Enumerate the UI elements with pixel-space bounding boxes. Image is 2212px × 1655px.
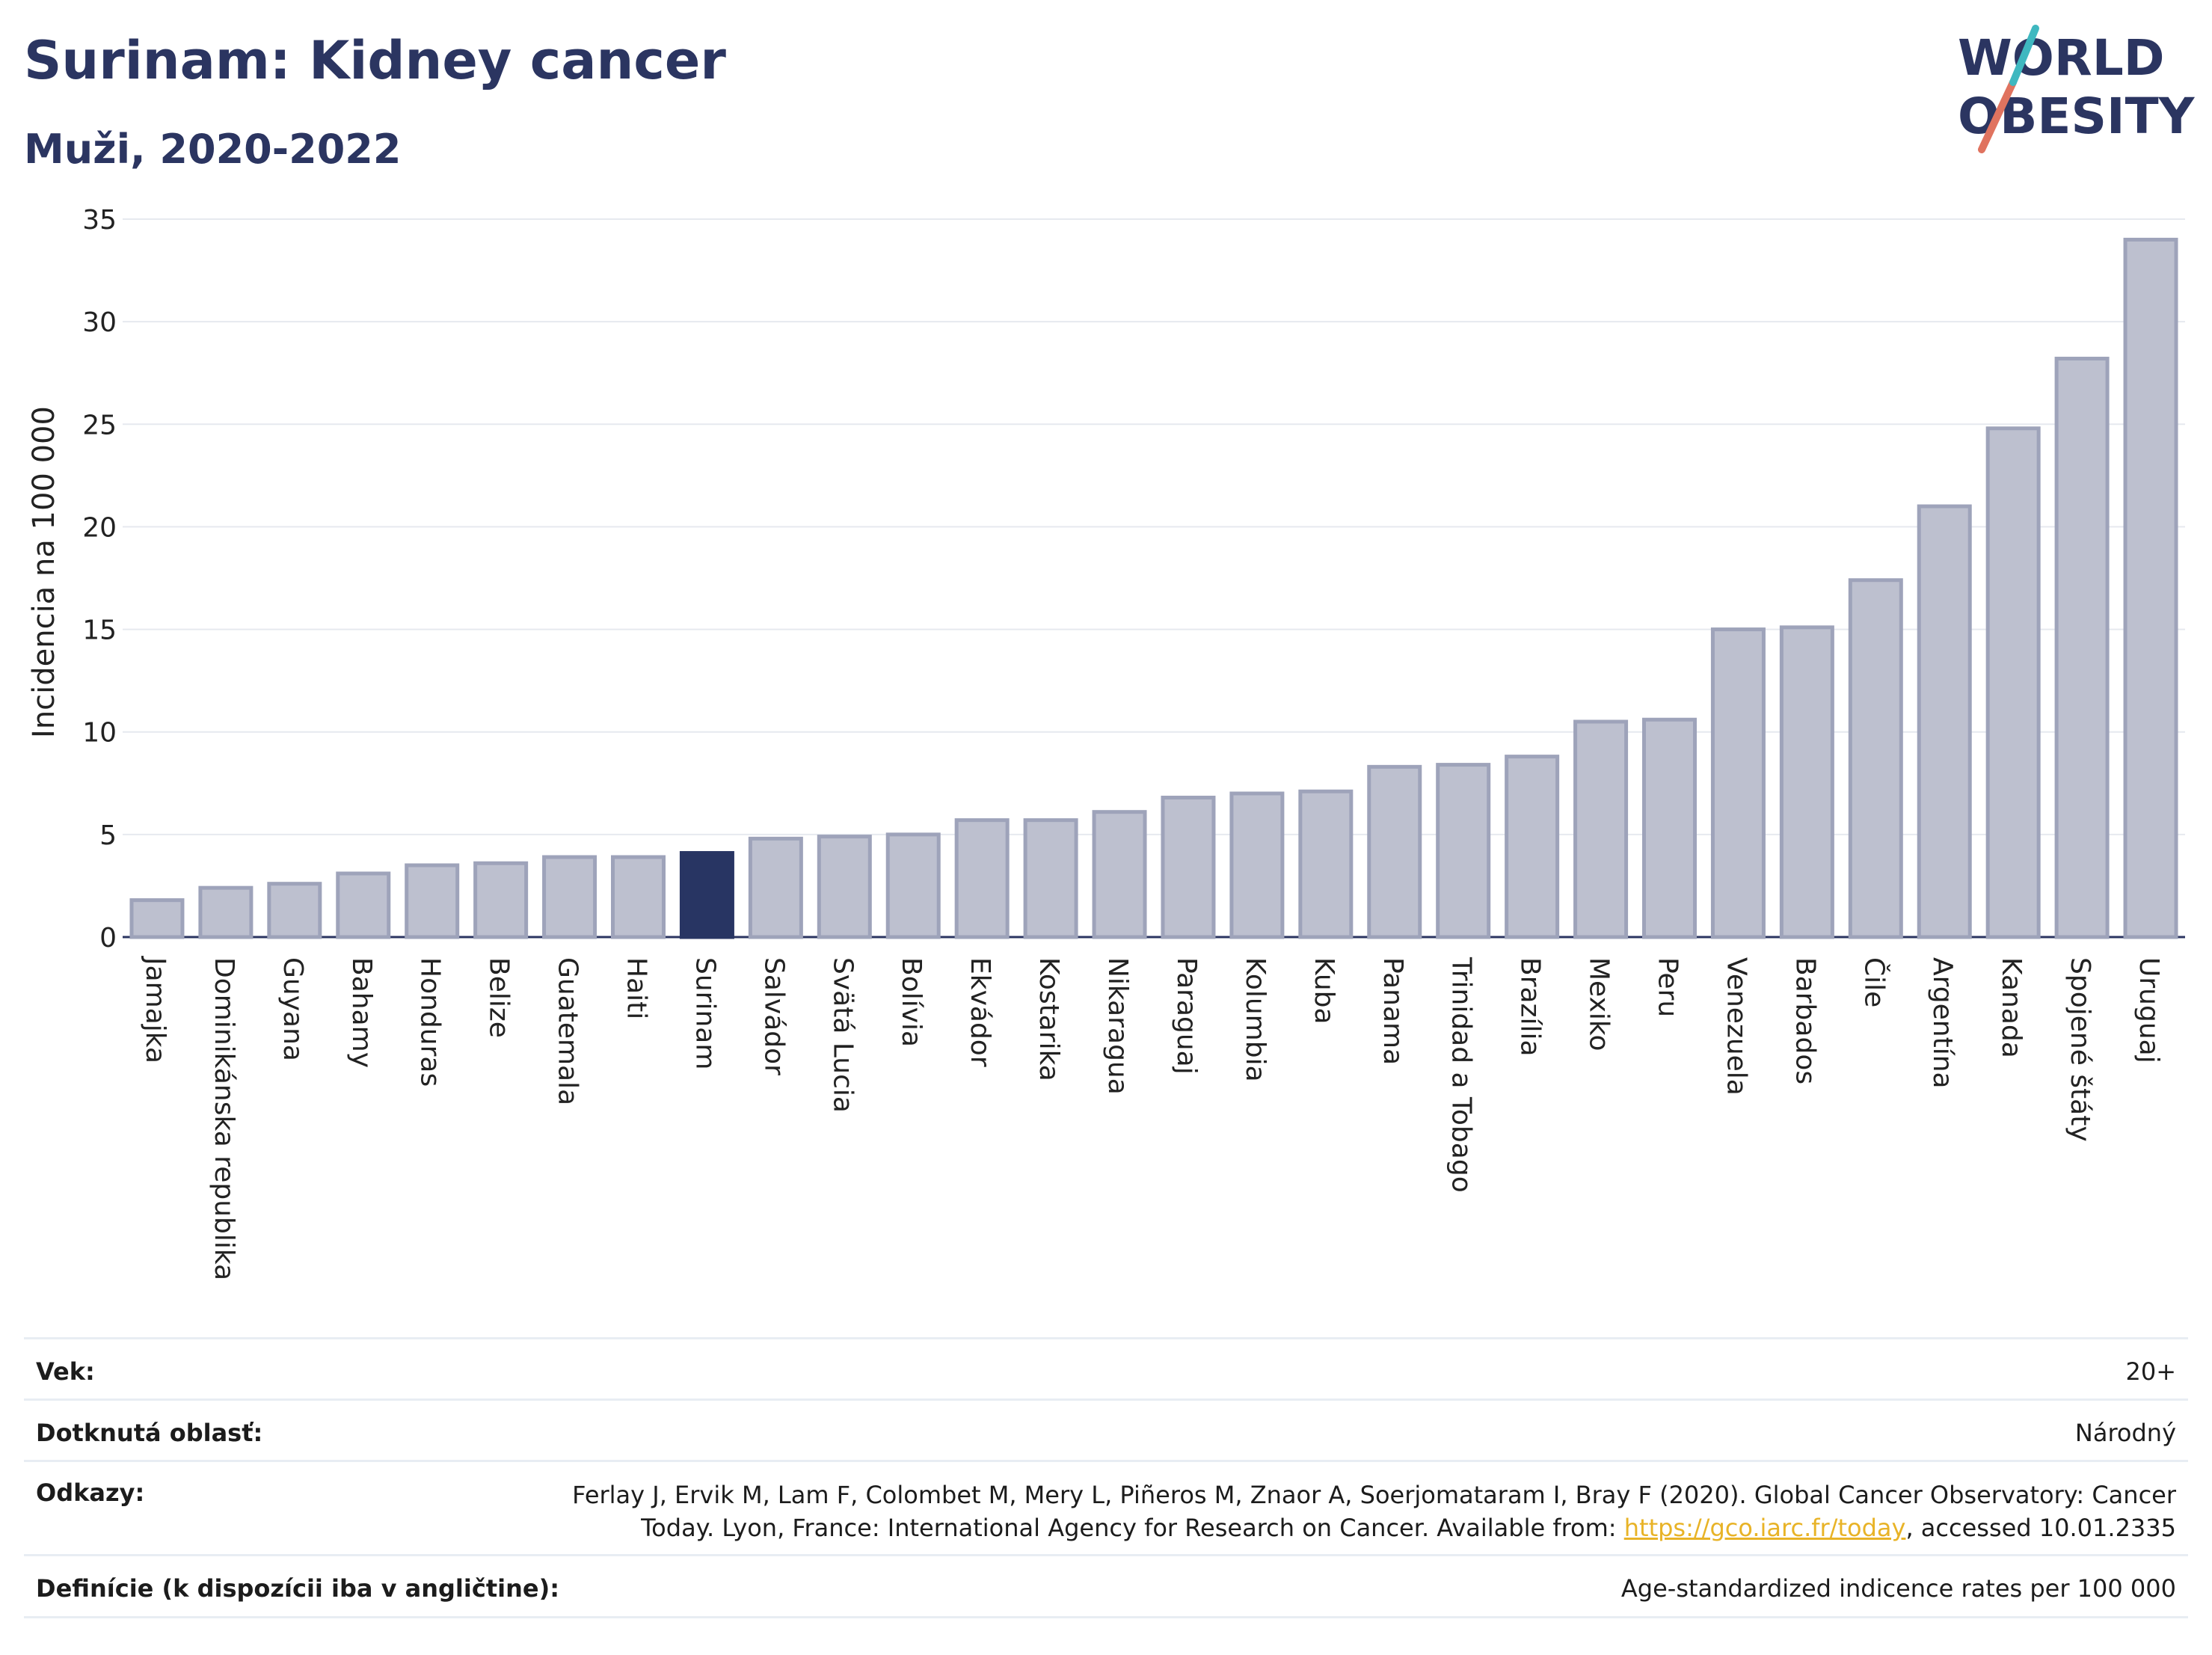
x-tick-label: Kostarika bbox=[1033, 957, 1064, 1081]
area-label: Dotknutá oblasť: bbox=[36, 1419, 263, 1447]
x-tick-label: Peru bbox=[1653, 957, 1683, 1017]
x-tick-label: Argentína bbox=[1927, 957, 1958, 1089]
gco-link[interactable]: https://gco.iarc.fr/today bbox=[1623, 1514, 1906, 1542]
age-label: Vek: bbox=[36, 1357, 95, 1386]
x-tick-label: Trinidad a Tobago bbox=[1446, 957, 1477, 1193]
bar bbox=[267, 882, 322, 939]
bar bbox=[1573, 719, 1629, 939]
bar bbox=[679, 851, 734, 939]
x-tick-label: Bahamy bbox=[346, 957, 377, 1068]
y-tick-label: 20 bbox=[82, 512, 117, 543]
y-tick-label: 30 bbox=[82, 307, 117, 338]
age-value: 20+ bbox=[2125, 1357, 2176, 1386]
references-line-1: Ferlay J, Ervik M, Lam F, Colombet M, Me… bbox=[572, 1481, 2176, 1509]
x-tick-label: Uruguaj bbox=[2133, 957, 2164, 1063]
meta-row-definitions: Definície (k dispozícii iba v angličtine… bbox=[24, 1554, 2188, 1618]
x-tick-label: Ekvádor bbox=[965, 957, 995, 1067]
x-tick-label: Dominikánska republika bbox=[209, 957, 239, 1280]
bar bbox=[1229, 791, 1285, 939]
y-tick-label: 25 bbox=[82, 410, 117, 440]
references-line-2: Today. Lyon, France: International Agenc… bbox=[572, 1511, 2176, 1544]
bar bbox=[611, 855, 666, 939]
bar bbox=[1367, 764, 1422, 939]
bar bbox=[1436, 763, 1491, 939]
y-tick-label: 15 bbox=[82, 615, 117, 646]
x-tick-label: Svätá Lucia bbox=[827, 957, 858, 1113]
y-tick-label: 0 bbox=[99, 923, 117, 954]
bar bbox=[1505, 755, 1560, 939]
references-line-2-suffix: , accessed 10.01.2335 bbox=[1905, 1514, 2176, 1542]
bar bbox=[1848, 578, 1903, 939]
x-tick-label: Čile bbox=[1858, 957, 1890, 1007]
x-tick-label: Kuba bbox=[1309, 957, 1339, 1025]
bar bbox=[1298, 789, 1354, 939]
references-text: Ferlay J, Ervik M, Lam F, Colombet M, Me… bbox=[572, 1479, 2176, 1544]
meta-row-age: Vek: 20+ bbox=[24, 1337, 2188, 1399]
world-obesity-logo: WORLD OBESITY bbox=[1958, 25, 2196, 153]
x-tick-label: Brazília bbox=[1515, 957, 1546, 1057]
bar bbox=[129, 898, 185, 939]
bar bbox=[748, 836, 803, 939]
x-tick-label: Kanada bbox=[1996, 957, 2027, 1058]
y-tick-label: 35 bbox=[82, 205, 117, 236]
bar bbox=[1985, 426, 2041, 939]
x-tick-label: Honduras bbox=[415, 957, 446, 1087]
x-tick-label: Nikaragua bbox=[1102, 957, 1133, 1095]
meta-row-references: Odkazy: Ferlay J, Ervik M, Lam F, Colomb… bbox=[24, 1460, 2188, 1555]
bar bbox=[817, 835, 872, 939]
bar bbox=[954, 818, 1010, 939]
x-tick-label: Mexiko bbox=[1584, 957, 1615, 1051]
bar bbox=[885, 832, 941, 939]
y-tick-label: 10 bbox=[82, 718, 117, 749]
x-tick-label: Belize bbox=[484, 957, 514, 1038]
x-tick-label: Bolívia bbox=[896, 957, 927, 1047]
bar bbox=[542, 855, 597, 939]
x-tick-label: Panama bbox=[1377, 957, 1408, 1065]
definitions-label: Definície (k dispozícii iba v angličtine… bbox=[36, 1574, 559, 1603]
bar bbox=[336, 871, 391, 939]
meta-row-area: Dotknutá oblasť: Národný bbox=[24, 1398, 2188, 1461]
bar bbox=[473, 861, 529, 939]
bar bbox=[198, 885, 254, 939]
bar bbox=[1161, 795, 1216, 939]
definitions-value: Age-standardized indicence rates per 100… bbox=[1620, 1574, 2176, 1603]
chart-subtitle: Muži, 2020-2022 bbox=[24, 126, 402, 173]
bar bbox=[405, 863, 460, 939]
x-tick-label: Salvádor bbox=[758, 957, 789, 1075]
x-tick-label: Barbados bbox=[1789, 957, 1820, 1084]
area-value: Národný bbox=[2074, 1419, 2176, 1447]
bar bbox=[1917, 504, 1972, 939]
svg-text:WORLD: WORLD bbox=[1958, 29, 2165, 87]
y-tick-label: 5 bbox=[99, 820, 117, 851]
x-tick-label: Paraguaj bbox=[1171, 957, 1202, 1075]
x-tick-label: Guatemala bbox=[553, 957, 583, 1105]
x-tick-label: Kolumbia bbox=[1240, 957, 1271, 1082]
x-tick-label: Venezuela bbox=[1721, 957, 1751, 1096]
x-tick-label: Surinam bbox=[689, 957, 720, 1069]
bar bbox=[2054, 357, 2110, 939]
bar-chart: 0 5 10 15 20 25 30 35 Jamajka Dominikánska repub… bbox=[27, 205, 2185, 1280]
x-tick-label: Haiti bbox=[621, 957, 652, 1019]
bar bbox=[1023, 818, 1078, 939]
bar bbox=[1779, 625, 1834, 939]
x-tick-label: Jamajka bbox=[140, 956, 170, 1063]
references-line-2-prefix: Today. Lyon, France: International Agenc… bbox=[641, 1514, 1624, 1542]
bar bbox=[1710, 627, 1766, 939]
x-tick-label: Guyana bbox=[277, 957, 308, 1061]
bar bbox=[2123, 237, 2178, 939]
x-tick-label: Spojené štáty bbox=[2065, 957, 2095, 1142]
references-label: Odkazy: bbox=[36, 1479, 145, 1507]
y-axis-label: Incidencia na 100 000 bbox=[27, 406, 61, 738]
bar bbox=[1092, 810, 1147, 939]
chart-title: Surinam: Kidney cancer bbox=[24, 30, 726, 91]
bar bbox=[1642, 717, 1697, 939]
